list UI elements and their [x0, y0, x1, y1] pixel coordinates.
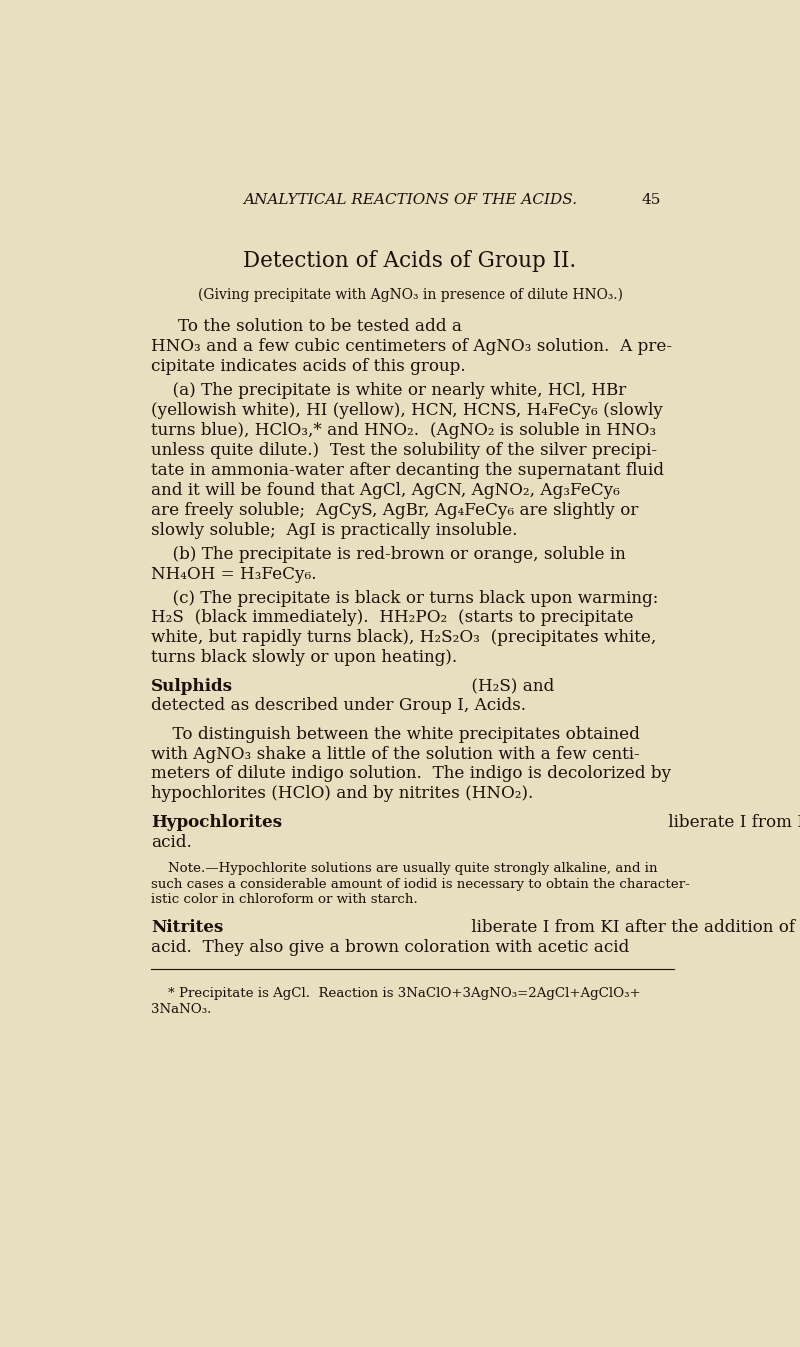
Text: acid.  They also give a brown coloration with acetic acid: acid. They also give a brown coloration … [151, 939, 629, 956]
Text: To the solution to be tested add a: To the solution to be tested add a [178, 318, 467, 335]
Text: Hypochlorites: Hypochlorites [151, 814, 282, 831]
Text: Nitrites: Nitrites [151, 920, 223, 936]
Text: are freely soluble;  AgCyS, AgBr, Ag₄FeCy₆ are slightly or: are freely soluble; AgCyS, AgBr, Ag₄FeCy… [151, 501, 638, 519]
Text: To distinguish between the white precipitates obtained: To distinguish between the white precipi… [151, 726, 640, 742]
Text: turns black slowly or upon heating).: turns black slowly or upon heating). [151, 649, 457, 667]
Text: * Precipitate is AgCl.  Reaction is 3NaClO+3AgNO₃=2AgCl+AgClO₃+: * Precipitate is AgCl. Reaction is 3NaCl… [151, 987, 641, 1001]
Text: HNO₃ and a few cubic centimeters of AgNO₃ solution.  A pre-: HNO₃ and a few cubic centimeters of AgNO… [151, 338, 672, 356]
Text: with AgNO₃ shake a little of the solution with a few centi-: with AgNO₃ shake a little of the solutio… [151, 746, 639, 762]
Text: istic color in chloroform or with starch.: istic color in chloroform or with starch… [151, 893, 418, 907]
Text: white, but rapidly turns black), H₂S₂O₃  (precipitates white,: white, but rapidly turns black), H₂S₂O₃ … [151, 629, 656, 647]
Text: (b) The precipitate is red-brown or orange, soluble in: (b) The precipitate is red-brown or oran… [151, 546, 626, 563]
Text: acid.: acid. [151, 834, 192, 850]
Text: liberate I from KI without the addition of: liberate I from KI without the addition … [663, 814, 800, 831]
Text: ANALYTICAL REACTIONS OF THE ACIDS.: ANALYTICAL REACTIONS OF THE ACIDS. [243, 193, 577, 206]
Text: Sulphids: Sulphids [151, 678, 233, 695]
Text: slowly soluble;  AgI is practically insoluble.: slowly soluble; AgI is practically insol… [151, 521, 518, 539]
Text: (yellowish white), HI (yellow), HCN, HCNS, H₄FeCy₆ (slowly: (yellowish white), HI (yellow), HCN, HCN… [151, 401, 662, 419]
Text: (H₂S) and: (H₂S) and [466, 678, 559, 695]
Text: 3NaNO₃.: 3NaNO₃. [151, 1004, 211, 1016]
Text: H₂S  (black immediately).  HH₂PO₂  (starts to precipitate: H₂S (black immediately). HH₂PO₂ (starts … [151, 609, 634, 626]
Text: cipitate indicates acids of this group.: cipitate indicates acids of this group. [151, 358, 466, 374]
Text: NH₄OH = H₃FeCy₆.: NH₄OH = H₃FeCy₆. [151, 566, 317, 582]
Text: turns blue), HClO₃,* and HNO₂.  (AgNO₂ is soluble in HNO₃: turns blue), HClO₃,* and HNO₂. (AgNO₂ is… [151, 422, 656, 439]
Text: tate in ammonia-water after decanting the supernatant fluid: tate in ammonia-water after decanting th… [151, 462, 664, 478]
Text: (a) The precipitate is white or nearly white, HCl, HBr: (a) The precipitate is white or nearly w… [151, 383, 626, 399]
Text: Detection of Acids of Group II.: Detection of Acids of Group II. [243, 249, 577, 272]
Text: unless quite dilute.)  Test the solubility of the silver precipi-: unless quite dilute.) Test the solubilit… [151, 442, 657, 459]
Text: meters of dilute indigo solution.  The indigo is decolorized by: meters of dilute indigo solution. The in… [151, 765, 671, 783]
Text: hypochlorites (HClO) and by nitrites (HNO₂).: hypochlorites (HClO) and by nitrites (HN… [151, 785, 534, 803]
Text: and it will be found that AgCl, AgCN, AgNO₂, Ag₃FeCy₆: and it will be found that AgCl, AgCN, Ag… [151, 482, 620, 498]
Text: 45: 45 [642, 193, 661, 206]
Text: (Giving precipitate with AgNO₃ in presence of dilute HNO₃.): (Giving precipitate with AgNO₃ in presen… [198, 287, 622, 302]
Text: detected as described under Group I, Acids.: detected as described under Group I, Aci… [151, 698, 526, 714]
Text: liberate I from KI after the addition of acetic: liberate I from KI after the addition of… [466, 920, 800, 936]
Text: such cases a considerable amount of iodid is necessary to obtain the character-: such cases a considerable amount of iodi… [151, 877, 690, 890]
Text: Note.—Hypochlorite solutions are usually quite strongly alkaline, and in: Note.—Hypochlorite solutions are usually… [151, 862, 658, 874]
Text: (c) The precipitate is black or turns black upon warming:: (c) The precipitate is black or turns bl… [151, 590, 658, 606]
